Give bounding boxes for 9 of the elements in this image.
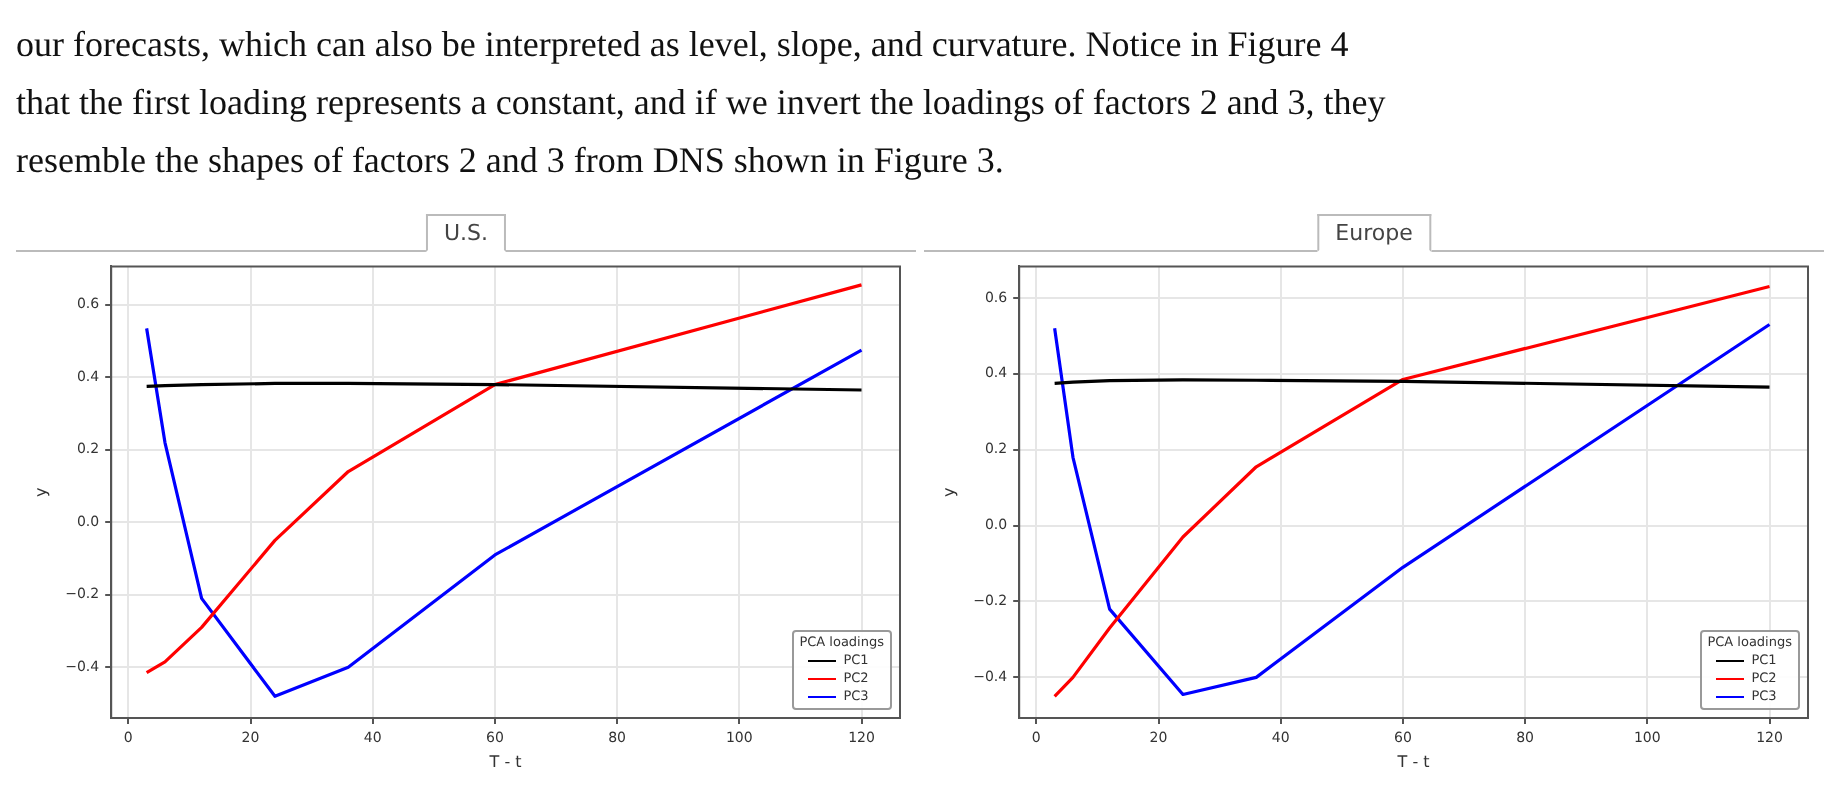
y-axis-title: y — [31, 486, 50, 497]
chart-title: U.S. — [425, 214, 507, 252]
y-axis-title: y — [939, 486, 958, 497]
text: that the first loading represents a constant, and if we invert the loadings of factors 2 and 3, they — [16, 80, 1388, 126]
text: our forecasts, which can also be interpreted as level, slope, and curvature. Notice in Figure 4 — [16, 22, 1351, 68]
chart-title: Europe — [1317, 214, 1431, 252]
x-axis-title: T - t — [1395, 752, 1430, 771]
x-axis-title: T - t — [487, 752, 522, 771]
text: resemble the shapes of factors 2 and 3 from DNS shown in Figure 3. — [16, 138, 1006, 184]
